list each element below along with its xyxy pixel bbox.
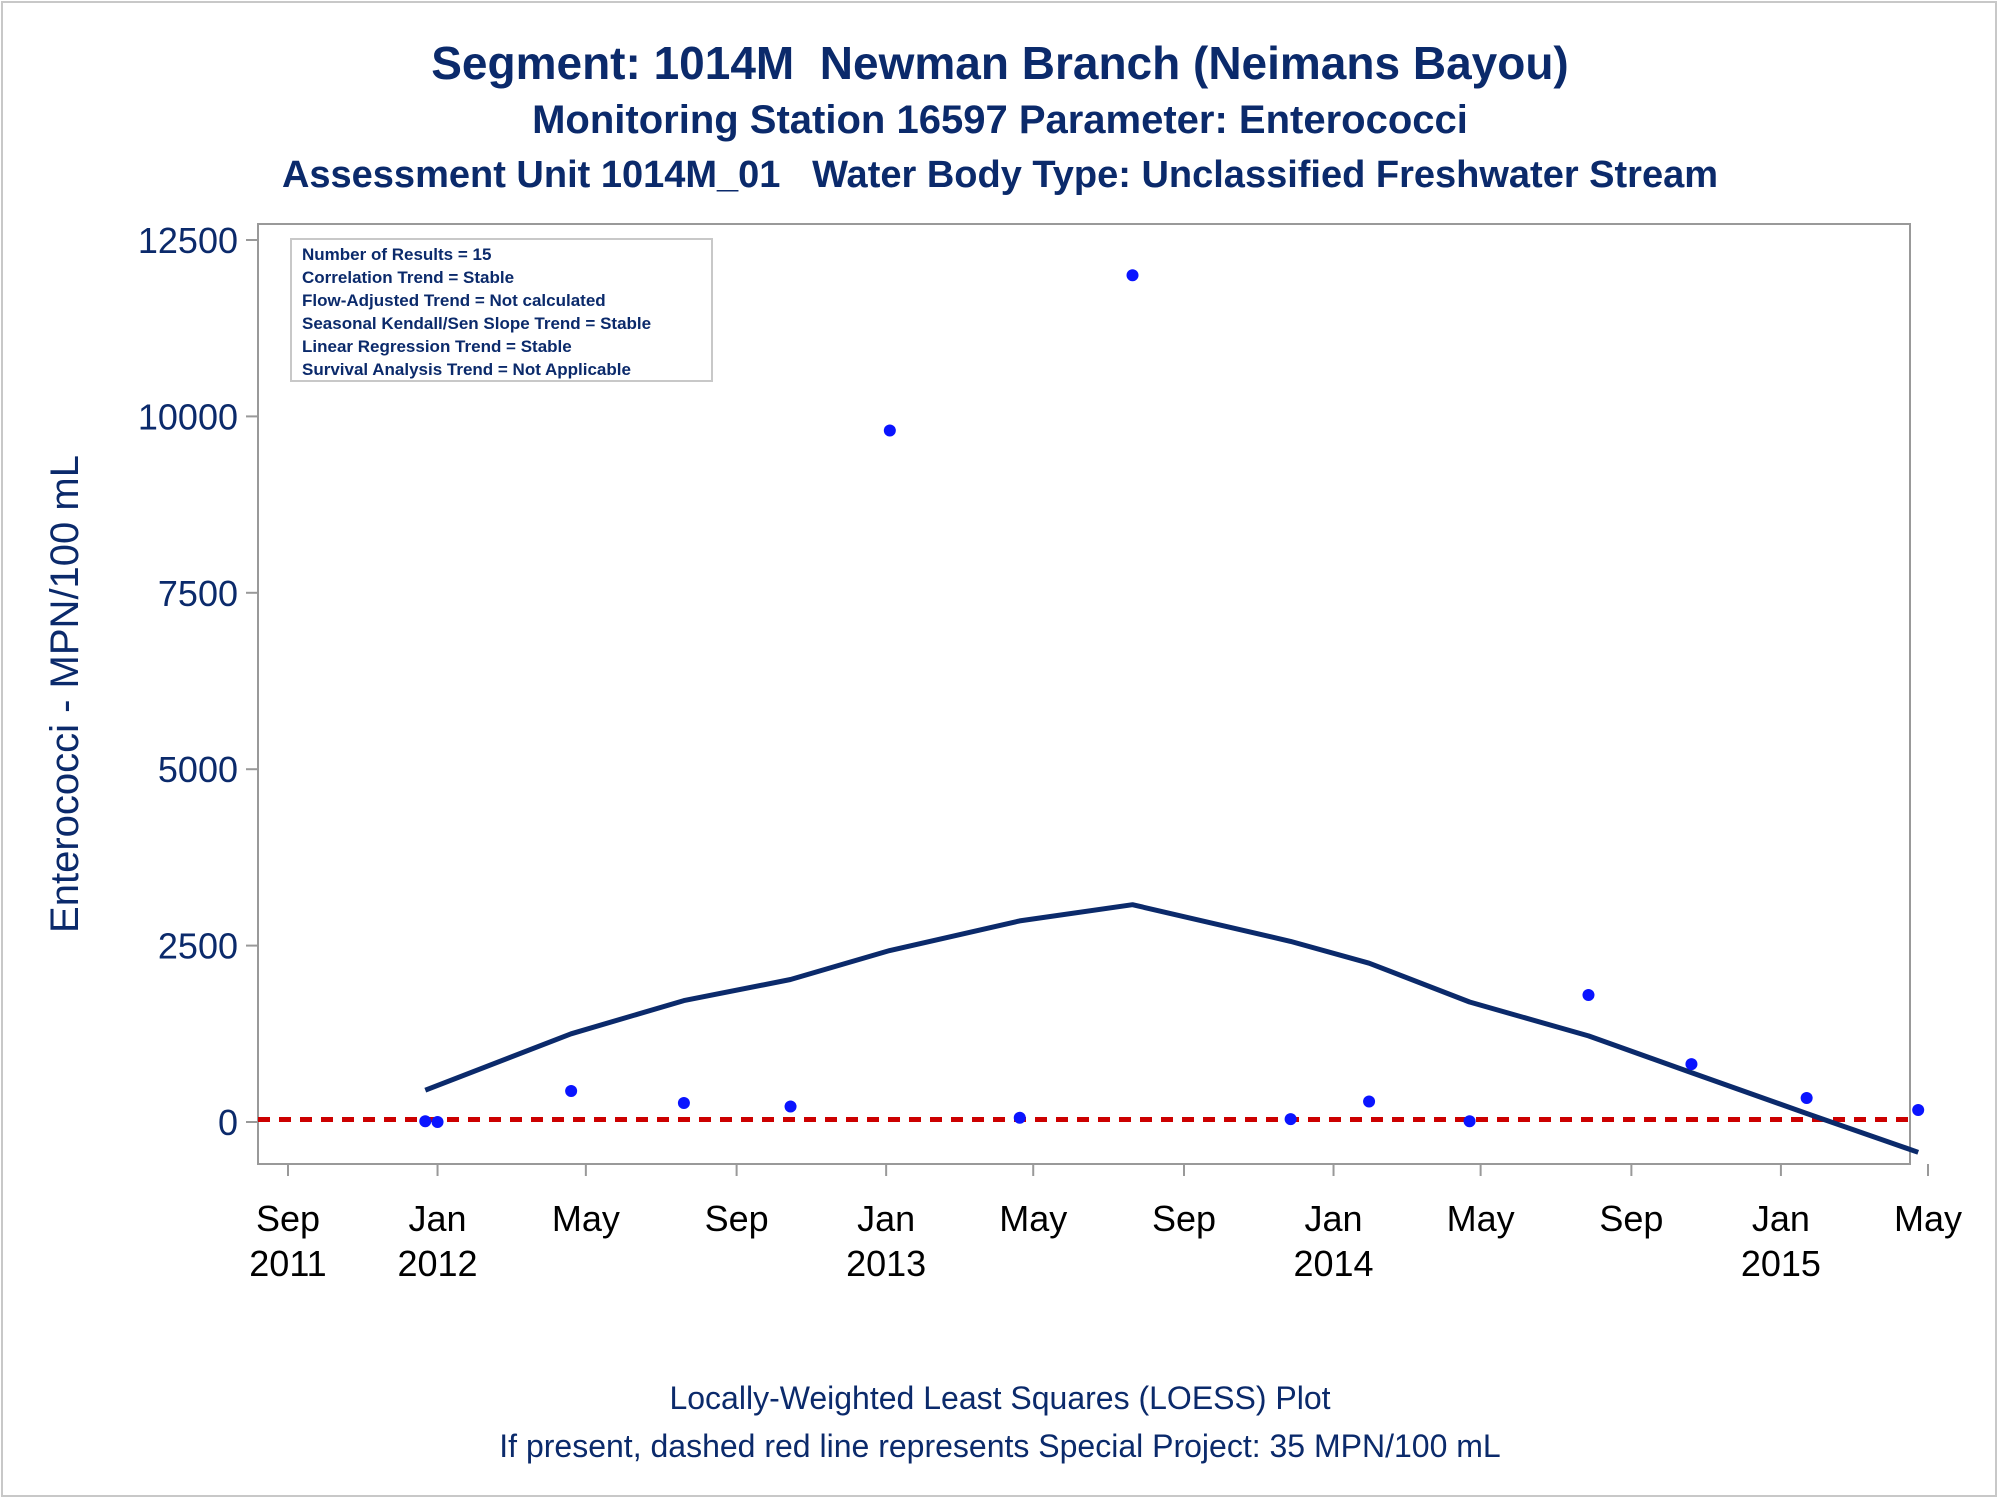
data-point bbox=[1912, 1104, 1925, 1117]
chart-subtitle-station: Monitoring Station 16597 Parameter: Ente… bbox=[532, 98, 1468, 142]
x-tick-label-year: 2012 bbox=[397, 1243, 477, 1284]
x-tick-label-year: 2011 bbox=[249, 1243, 326, 1284]
data-point bbox=[565, 1084, 578, 1097]
x-tick-label-year: 2015 bbox=[1741, 1243, 1821, 1284]
x-tick-label-month: Sep bbox=[1599, 1198, 1663, 1239]
footnote-reference: If present, dashed red line represents S… bbox=[499, 1428, 1501, 1464]
data-point bbox=[1126, 269, 1139, 282]
y-tick-label: 2500 bbox=[158, 926, 238, 967]
loess-line bbox=[424, 902, 1920, 1155]
data-point bbox=[677, 1096, 690, 1109]
x-tick-label-month: May bbox=[1894, 1198, 1962, 1239]
data-point bbox=[431, 1116, 444, 1128]
data-point bbox=[784, 1100, 797, 1113]
x-tick-label-month: Sep bbox=[705, 1198, 769, 1239]
data-point bbox=[1582, 988, 1595, 1001]
y-tick-label: 5000 bbox=[158, 749, 238, 790]
y-tick-label: 10000 bbox=[138, 396, 238, 437]
x-tick-label-month: Jan bbox=[1305, 1198, 1363, 1239]
y-axis-label: Enterococci - MPN/100 mL bbox=[43, 455, 87, 933]
data-point bbox=[883, 424, 896, 437]
data-point bbox=[1463, 1115, 1476, 1128]
x-tick-label-year: 2014 bbox=[1293, 1243, 1373, 1284]
stats-box-line: Flow-Adjusted Trend = Not calculated bbox=[302, 291, 606, 310]
data-point bbox=[1013, 1111, 1026, 1124]
x-tick-label-year: 2013 bbox=[846, 1243, 926, 1284]
plot-area-border bbox=[257, 223, 1911, 1165]
data-point bbox=[419, 1115, 432, 1128]
data-point bbox=[1363, 1095, 1376, 1108]
stats-box: Number of Results = 15 Correlation Trend … bbox=[290, 238, 713, 382]
x-tick-label-month: Jan bbox=[1752, 1198, 1810, 1239]
y-tick-label: 7500 bbox=[158, 573, 238, 614]
x-tick-label-month: May bbox=[1447, 1198, 1515, 1239]
stats-box-line: Correlation Trend = Stable bbox=[302, 268, 514, 287]
y-tick-label: 0 bbox=[218, 1102, 238, 1143]
data-point bbox=[1284, 1113, 1297, 1126]
x-tick-label-month: Jan bbox=[409, 1198, 467, 1239]
stats-box-line: Survival Analysis Trend = Not Applicable bbox=[302, 360, 631, 379]
chart-subtitle-assessment: Assessment Unit 1014M_01 Water Body Type… bbox=[281, 154, 1719, 196]
x-tick-label-month: May bbox=[552, 1198, 620, 1239]
points-group bbox=[419, 269, 1925, 1128]
x-tick-label-month: Sep bbox=[1152, 1198, 1216, 1239]
stats-box-line: Seasonal Kendall/Sen Slope Trend = Stabl… bbox=[302, 314, 651, 333]
plot-area bbox=[257, 223, 1911, 1165]
chart-title: Segment: 1014M Newman Branch (Neimans Ba… bbox=[431, 37, 1569, 89]
data-point bbox=[1800, 1092, 1813, 1105]
loess-line-group bbox=[424, 902, 1920, 1155]
footnote-loess: Locally-Weighted Least Squares (LOESS) P… bbox=[669, 1380, 1331, 1416]
x-tick-label-month: Jan bbox=[857, 1198, 915, 1239]
y-tick-label: 12500 bbox=[138, 220, 238, 261]
stats-box-line: Linear Regression Trend = Stable bbox=[302, 337, 572, 356]
y-axis: 0 2500 5000 7500 10000 12500 bbox=[138, 220, 258, 1143]
x-tick-label-month: Sep bbox=[256, 1198, 320, 1239]
data-point bbox=[1685, 1058, 1698, 1071]
stats-box-border bbox=[290, 238, 713, 382]
x-tick-label-month: May bbox=[999, 1198, 1067, 1239]
stats-box-line: Number of Results = 15 bbox=[302, 245, 491, 264]
